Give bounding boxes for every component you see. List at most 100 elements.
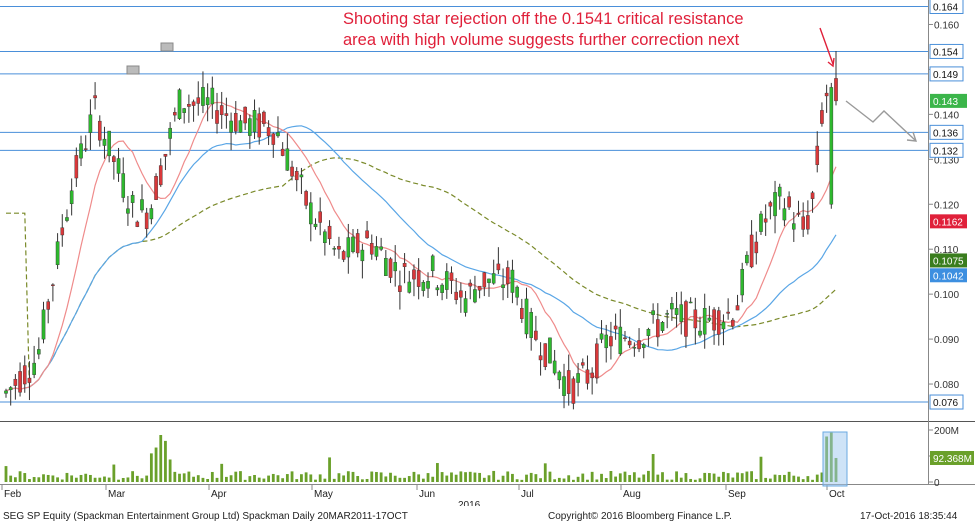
volume-bar [750, 471, 753, 482]
candle-body [440, 284, 444, 293]
candle-body [318, 211, 322, 223]
volume-bar [506, 471, 510, 482]
candle-body [777, 186, 782, 197]
volume-bar [783, 474, 786, 482]
candle-body [18, 371, 22, 393]
candle-body [201, 87, 205, 106]
volume-bar [149, 453, 153, 482]
volume-bar [417, 474, 421, 482]
candle-body [41, 309, 46, 340]
candle-body [543, 343, 548, 368]
volume-bar [740, 473, 744, 482]
vol-tick-label: 200M [934, 426, 959, 437]
candles-group [4, 50, 838, 410]
volume-bar [482, 477, 486, 482]
candle-body [416, 270, 421, 287]
volume-bar [576, 476, 580, 482]
volume-bar [243, 479, 247, 482]
volume-bar [609, 471, 613, 482]
y-tick-label: 0.080 [934, 380, 959, 391]
candle-body [782, 208, 787, 221]
chart-annotation: Shooting star rejection off the 0.1541 c… [343, 9, 823, 51]
candle-body [791, 223, 796, 230]
volume-bar [276, 475, 280, 482]
year-label: 2016 [458, 500, 481, 506]
volume-bar [745, 471, 749, 482]
volume-bar [117, 479, 120, 482]
volume-bar [553, 479, 557, 482]
month-label: Feb [4, 489, 22, 500]
volume-bar [487, 475, 491, 482]
candle-body [444, 271, 449, 290]
volume-bar [450, 472, 453, 482]
volume-bar [529, 472, 533, 482]
candle-body [402, 263, 407, 267]
candle-body [763, 218, 768, 223]
projection-arrowhead [906, 131, 918, 142]
volume-bar [431, 476, 435, 482]
candle-body [238, 120, 243, 133]
candle-body [529, 312, 533, 338]
volume-bar [511, 473, 514, 482]
volume-bar [797, 476, 800, 482]
candle-body [604, 334, 609, 349]
candle-body [684, 301, 688, 337]
volume-bar [675, 471, 678, 482]
price-tag [930, 93, 967, 108]
candle-body [585, 369, 590, 384]
candle-body [393, 262, 398, 272]
volume-bar [637, 477, 641, 482]
volume-bar [445, 475, 449, 482]
volume-bar [271, 473, 275, 482]
volume-bar [37, 477, 41, 482]
candle-body [566, 370, 571, 394]
volume-bar [651, 454, 655, 482]
candle-body [801, 216, 805, 230]
volume-bar [600, 473, 603, 482]
candle-body [130, 194, 135, 203]
candle-body [754, 241, 759, 254]
volume-bar [614, 476, 618, 482]
volume-bar [731, 477, 735, 482]
volume-bar [679, 477, 683, 482]
volume-bar [234, 471, 238, 482]
candle-body [571, 378, 576, 404]
resistance-label: 0.076 [933, 398, 958, 409]
volume-bar [534, 474, 538, 482]
candle-body [243, 106, 247, 124]
candle-body [233, 113, 238, 132]
resistance-label: 0.149 [933, 70, 958, 81]
volume-bar [726, 473, 730, 482]
timestamp: 17-Oct-2016 18:35:44 [860, 511, 958, 522]
candle-body [46, 301, 51, 310]
volume-bar [248, 476, 252, 482]
candle-body [294, 171, 299, 181]
candle-body [398, 285, 402, 292]
candle-body [79, 143, 83, 159]
volume-bar [698, 478, 702, 482]
volume-bar [309, 474, 313, 482]
candle-body [712, 309, 716, 331]
vol-last-label: 92.368M [933, 454, 972, 465]
candle-body [215, 110, 219, 124]
candle-body [726, 311, 730, 314]
volume-bar [342, 475, 346, 482]
volume-bar [135, 475, 139, 482]
candle-body [83, 148, 88, 150]
price-tag [930, 214, 967, 229]
volume-bar [328, 457, 331, 482]
month-label: May [314, 489, 333, 500]
volume-bar [9, 475, 13, 482]
candle-body [693, 309, 698, 329]
volume-bar [628, 475, 632, 482]
candle-body [163, 153, 168, 157]
volume-bar [257, 477, 261, 482]
candle-body [745, 254, 749, 264]
resistance-tag [929, 394, 964, 410]
candle-body [576, 373, 580, 383]
candle-body [32, 362, 36, 375]
y-tick-label: 0.110 [934, 245, 959, 256]
candle-body [820, 110, 824, 124]
candle-body [369, 243, 374, 255]
candle-body [829, 87, 834, 205]
